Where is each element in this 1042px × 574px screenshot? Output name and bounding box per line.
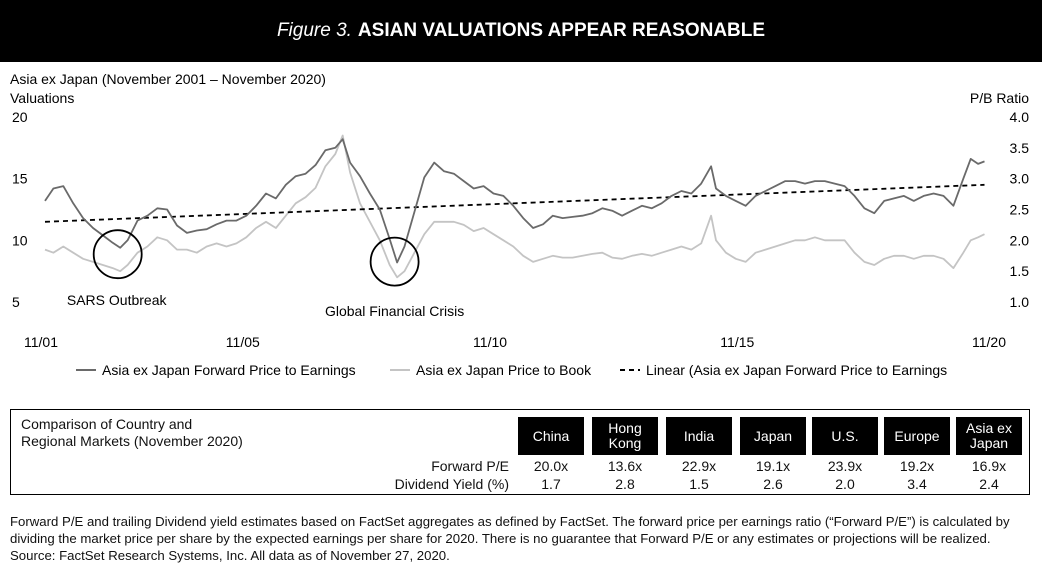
- x-tick-label: 11/15: [720, 334, 754, 350]
- annotations-group: SARS Outbreak Global Financial Crisis: [67, 229, 464, 319]
- series-line-1: [44, 134, 985, 279]
- table-cell: 13.6x: [607, 458, 643, 474]
- table-header-cell: India: [666, 417, 732, 455]
- comparison-table: Comparison of Country and Regional Marke…: [10, 409, 1030, 495]
- annotation-label: SARS Outbreak: [67, 292, 168, 308]
- table-header-cell: Europe: [884, 417, 950, 455]
- table-header-text: Europe: [894, 427, 940, 444]
- table-cell: 1.7: [541, 476, 561, 492]
- footnote: Forward P/E and trailing Dividend yield …: [10, 514, 1010, 563]
- table-header-line2: Kong: [608, 435, 642, 451]
- table-header-line1: Hong: [608, 420, 642, 436]
- annotation-circle: [92, 229, 143, 280]
- y-tick-right: 2.0: [1010, 232, 1030, 248]
- table-row-label: Dividend Yield (%): [394, 476, 509, 492]
- y-axis-right-label: P/B Ratio: [970, 90, 1029, 106]
- y-tick-left: 20: [12, 109, 28, 125]
- series-line-0: [44, 138, 985, 264]
- figure-title: ASIAN VALUATIONS APPEAR REASONABLE: [357, 20, 766, 41]
- table-cell: 23.9x: [827, 458, 863, 474]
- chart-area: Asia ex Japan (November 2001 – November …: [0, 62, 1042, 402]
- y-tick-left: 15: [12, 171, 28, 187]
- valuation-chart: Asia ex Japan (November 2001 – November …: [10, 71, 1030, 378]
- y-ticks-left: 20 15 10 5: [12, 109, 28, 310]
- table-header-line1: Japan: [753, 427, 793, 444]
- series-line-2: [44, 183, 985, 223]
- table-header-cell: China: [518, 417, 584, 455]
- y-tick-left: 10: [12, 232, 28, 248]
- table-header-line2: Japan: [969, 435, 1009, 451]
- series-group: [44, 134, 985, 279]
- x-ticks: 11/01 11/05 11/10 11/15 11/20: [24, 334, 1006, 350]
- table-header-cell: Asia ex Japan: [956, 417, 1022, 455]
- table-header-cell: Japan: [740, 417, 806, 455]
- y-ticks-right: 4.0 3.5 3.0 2.5 2.0 1.5 1.0: [1010, 109, 1030, 310]
- table-cell: 19.2x: [899, 458, 935, 474]
- figure-label: Figure 3.: [276, 20, 352, 41]
- table-cell: 3.4: [907, 476, 927, 492]
- legend: Asia ex Japan Forward Price to Earnings A…: [76, 362, 947, 378]
- y-axis-left-label: Valuations: [10, 90, 74, 106]
- table-row-label: Forward P/E: [431, 458, 509, 474]
- table-cell: 16.9x: [971, 458, 1007, 474]
- table-header-text: China: [532, 427, 570, 444]
- table-caption: Comparison of Country and Regional Marke…: [21, 416, 243, 450]
- table-cell: 1.5: [689, 476, 709, 492]
- table-cell: 2.8: [615, 476, 635, 492]
- y-tick-left: 5: [12, 294, 20, 310]
- legend-label: Asia ex Japan Forward Price to Earnings: [102, 362, 356, 378]
- y-tick-right: 1.0: [1010, 294, 1030, 310]
- table-cell: 19.1x: [755, 458, 791, 474]
- annotation-label: Global Financial Crisis: [325, 303, 464, 319]
- table-header-cell: U.S.: [812, 417, 878, 455]
- table-header-line1: Asia ex: [966, 420, 1012, 436]
- table-cell: 2.6: [763, 476, 783, 492]
- table-header-text: Hong Kong: [608, 421, 641, 451]
- x-tick-label: 11/10: [473, 334, 507, 350]
- table-caption-line1: Comparison of Country and: [21, 416, 193, 432]
- table-header-line1: Europe: [894, 427, 940, 444]
- x-tick-label: 11/01: [24, 334, 58, 350]
- table-header-text: Japan: [753, 427, 793, 444]
- table-header-text: U.S.: [831, 427, 859, 444]
- x-tick-label: 11/20: [972, 334, 1006, 350]
- table-header-text: Asia ex Japan: [966, 421, 1012, 451]
- legend-label: Asia ex Japan Price to Book: [416, 362, 592, 378]
- table-header-cell: Hong Kong: [592, 417, 658, 455]
- chart-title: Asia ex Japan (November 2001 – November …: [10, 71, 326, 87]
- table-cell: 20.0x: [533, 458, 569, 474]
- table-header-line1: U.S.: [831, 427, 859, 444]
- y-tick-right: 3.0: [1010, 171, 1030, 187]
- table-cell: 22.9x: [681, 458, 717, 474]
- table-cell: 2.0: [835, 476, 855, 492]
- table-header-text: India: [683, 427, 715, 444]
- table-header-line1: China: [532, 427, 570, 444]
- y-tick-right: 4.0: [1010, 109, 1030, 125]
- y-tick-right: 3.5: [1010, 140, 1030, 156]
- legend-label: Linear (Asia ex Japan Forward Price to E…: [646, 362, 947, 378]
- annotation-circle: [369, 236, 420, 287]
- y-tick-right: 1.5: [1010, 263, 1030, 279]
- figure-title-bar: Figure 3. ASIAN VALUATIONS APPEAR REASON…: [0, 0, 1042, 62]
- table-caption-line2: Regional Markets (November 2020): [21, 433, 243, 449]
- y-tick-right: 2.5: [1010, 202, 1030, 218]
- x-tick-label: 11/05: [226, 334, 260, 350]
- table-header-line1: India: [683, 427, 715, 444]
- table-cell: 2.4: [979, 476, 999, 492]
